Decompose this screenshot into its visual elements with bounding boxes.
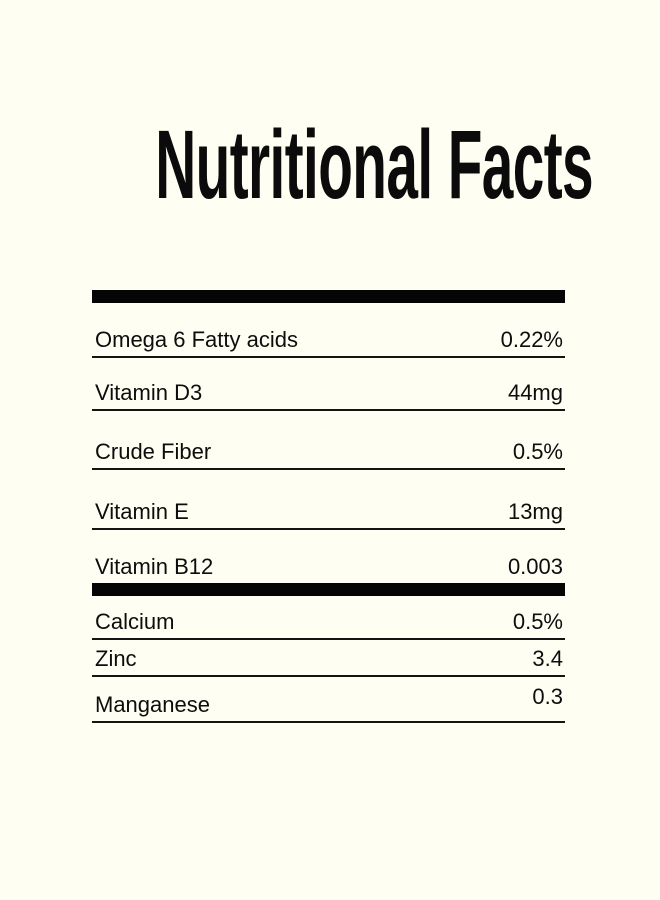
nutrient-value: 13mg bbox=[507, 499, 563, 525]
nutrient-value: 0.5% bbox=[512, 439, 563, 465]
nutrient-label: Vitamin E bbox=[95, 499, 189, 525]
nutrient-label: Calcium bbox=[95, 609, 175, 635]
nutrient-row: Vitamin E 13mg bbox=[92, 470, 565, 530]
nutrient-value: 3.4 bbox=[532, 646, 563, 672]
nutrient-label: Omega 6 Fatty acids bbox=[95, 327, 298, 353]
nutrient-row: Zinc 3.4 bbox=[92, 640, 565, 677]
nutrient-value: 44mg bbox=[507, 380, 563, 406]
nutrient-label: Zinc bbox=[95, 646, 137, 672]
nutrient-section-2: Calcium 0.5% Zinc 3.4 Manganese 0.3 bbox=[92, 596, 565, 723]
nutrient-label: Manganese bbox=[95, 692, 210, 718]
nutrient-row: Vitamin D3 44mg bbox=[92, 358, 565, 411]
divider-bar-middle bbox=[92, 583, 565, 596]
nutrient-row: Crude Fiber 0.5% bbox=[92, 411, 565, 470]
nutrient-row: Omega 6 Fatty acids 0.22% bbox=[92, 303, 565, 358]
nutrient-label: Crude Fiber bbox=[95, 439, 212, 465]
page-title: Nutritional Facts bbox=[0, 116, 660, 213]
nutrient-value: 0.5% bbox=[512, 609, 563, 635]
nutrient-value: 0.22% bbox=[500, 327, 563, 353]
page-title-text: Nutritional Facts bbox=[155, 110, 594, 219]
nutrient-value: 0.003 bbox=[507, 554, 563, 580]
nutrient-section-1: Omega 6 Fatty acids 0.22% Vitamin D3 44m… bbox=[92, 303, 565, 583]
divider-bar-top bbox=[92, 290, 565, 303]
nutrient-label: Vitamin B12 bbox=[95, 554, 214, 580]
nutrient-value: 0.3 bbox=[532, 684, 563, 710]
nutrient-row: Vitamin B12 0.003 bbox=[92, 530, 565, 583]
nutrient-row: Calcium 0.5% bbox=[92, 596, 565, 640]
nutrient-label: Vitamin D3 bbox=[95, 380, 203, 406]
nutrient-row: Manganese 0.3 bbox=[92, 677, 565, 723]
nutrition-table: Omega 6 Fatty acids 0.22% Vitamin D3 44m… bbox=[92, 290, 565, 723]
